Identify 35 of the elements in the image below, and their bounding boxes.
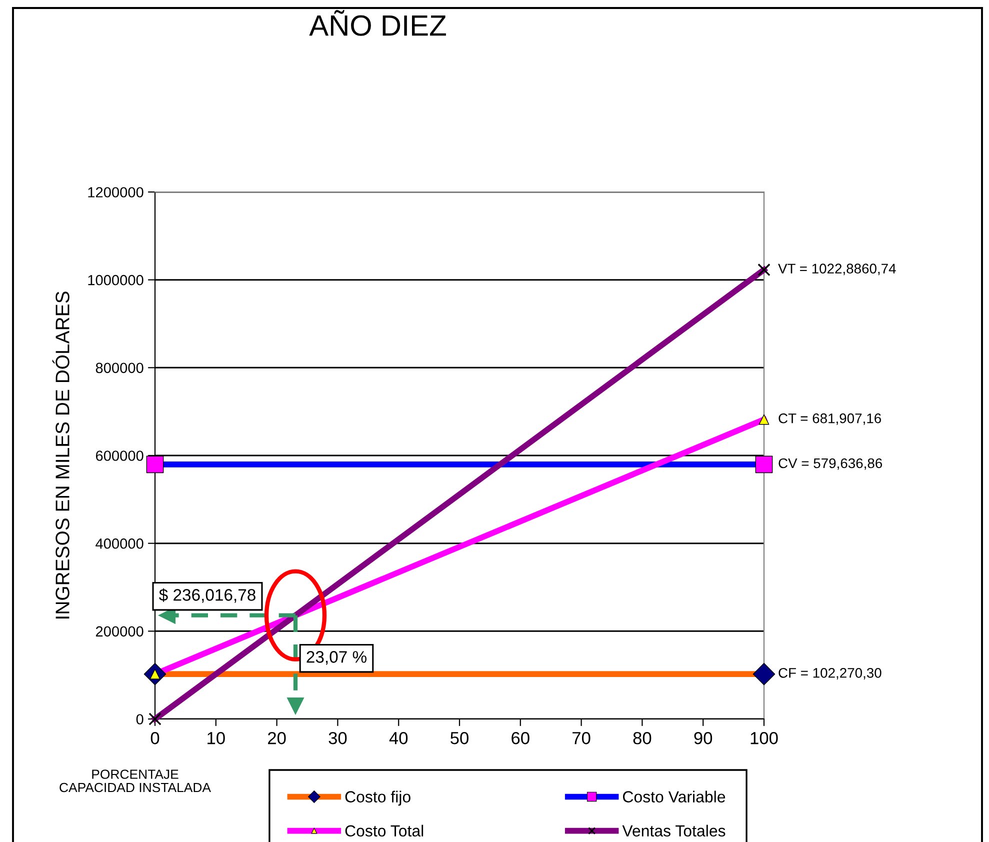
y-tick-label: 1000000: [88, 274, 144, 286]
x-tick-label: 100: [750, 732, 778, 744]
y-axis-title: INGRESOS EN MILES DE DÓLARES: [52, 292, 70, 618]
legend-label: Costo Variable: [622, 790, 726, 802]
x-tick-label: 10: [208, 732, 225, 744]
data-label: CV = 579,636,86: [778, 458, 882, 470]
point: [146, 456, 164, 474]
data-label: CF = 102,270,30: [778, 668, 882, 680]
point: [752, 662, 776, 686]
y-tick-label: 1200000: [88, 187, 144, 198]
x-tick-label: 30: [328, 732, 347, 744]
chart-title: AÑO DIEZ: [309, 10, 446, 36]
y-tick-label: 400000: [96, 538, 144, 549]
ref-line-label: 23,07 %: [306, 651, 366, 665]
point: [758, 263, 770, 276]
legend-label: Ventas Totales: [622, 824, 726, 837]
x-tick-label: 90: [694, 732, 712, 744]
x-tick-label: 40: [389, 732, 408, 744]
point: [755, 456, 773, 474]
legend-label: Costo fijo: [345, 790, 410, 806]
legend-label: Costo Total: [345, 824, 424, 837]
x-tick-label: 50: [450, 732, 468, 744]
y-tick-label: 800000: [96, 362, 144, 374]
x-axis-title: PORCENTAJE CAPACIDAD INSTALADA: [60, 770, 211, 792]
y-tick-label: 0: [136, 714, 144, 724]
data-label: CT = 681,907,16: [778, 413, 881, 425]
x-tick-label: 20: [268, 732, 286, 744]
x-tick-label: 80: [633, 732, 652, 744]
ref-line-label: $ 236,016,78: [159, 588, 256, 603]
x-tick-label: 0: [150, 732, 160, 744]
data-label: VT = 1022,8860,74: [778, 264, 896, 276]
x-tick-label: 70: [572, 732, 590, 744]
x-tick-label: 60: [512, 732, 530, 744]
y-tick-label: 600000: [96, 450, 144, 461]
y-tick-label: 200000: [96, 626, 144, 637]
